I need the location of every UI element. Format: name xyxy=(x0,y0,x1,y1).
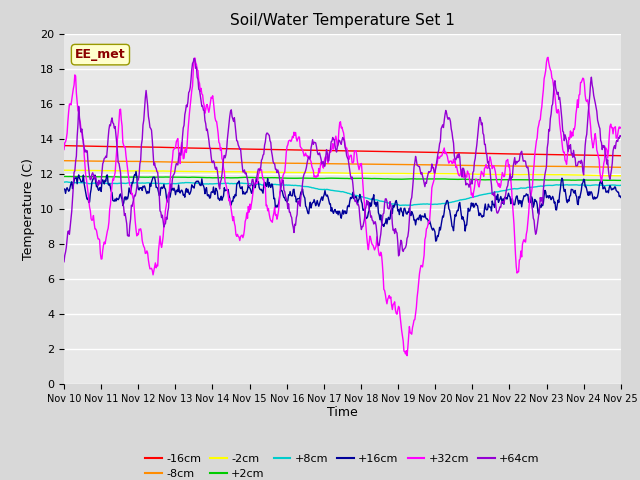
+8cm xyxy=(60,179,68,185)
+64cm xyxy=(411,160,419,166)
+32cm xyxy=(428,199,435,205)
Legend: -16cm, -8cm, -2cm, +2cm, +8cm, +16cm, +32cm, +64cm: -16cm, -8cm, -2cm, +2cm, +8cm, +16cm, +3… xyxy=(141,449,544,480)
Line: +32cm: +32cm xyxy=(64,57,621,356)
-16cm xyxy=(426,149,434,155)
+32cm xyxy=(60,147,68,153)
+2cm xyxy=(128,174,136,180)
+8cm xyxy=(128,180,136,186)
-8cm xyxy=(411,162,419,168)
+64cm xyxy=(617,133,625,139)
Line: -8cm: -8cm xyxy=(64,161,621,168)
-16cm xyxy=(70,143,78,149)
+64cm xyxy=(70,169,78,175)
+16cm xyxy=(214,196,222,202)
+8cm xyxy=(71,180,79,186)
-16cm xyxy=(184,145,192,151)
+32cm xyxy=(403,353,411,359)
-2cm xyxy=(428,171,435,177)
+64cm xyxy=(214,174,222,180)
+8cm xyxy=(214,180,222,186)
+8cm xyxy=(428,202,436,207)
-8cm xyxy=(71,158,79,164)
+8cm xyxy=(412,202,419,207)
+8cm xyxy=(617,182,625,188)
+2cm xyxy=(428,176,435,182)
Y-axis label: Temperature (C): Temperature (C) xyxy=(22,158,35,260)
+32cm xyxy=(127,192,135,197)
-16cm xyxy=(127,144,135,150)
-2cm xyxy=(71,168,79,173)
-8cm xyxy=(128,158,136,164)
Line: +64cm: +64cm xyxy=(64,59,621,262)
+8cm xyxy=(63,179,70,185)
+64cm xyxy=(184,99,192,105)
+64cm xyxy=(60,259,68,264)
+8cm xyxy=(185,180,193,185)
X-axis label: Time: Time xyxy=(327,407,358,420)
+32cm xyxy=(184,129,192,134)
+32cm xyxy=(617,124,625,130)
-8cm xyxy=(214,159,222,165)
+64cm xyxy=(428,168,435,174)
Title: Soil/Water Temperature Set 1: Soil/Water Temperature Set 1 xyxy=(230,13,455,28)
-2cm xyxy=(411,171,419,177)
Text: EE_met: EE_met xyxy=(75,48,126,61)
Line: +8cm: +8cm xyxy=(64,182,621,205)
-8cm xyxy=(185,159,193,165)
+16cm xyxy=(617,194,625,200)
+2cm xyxy=(617,178,625,183)
+16cm xyxy=(428,223,435,229)
-2cm xyxy=(617,173,625,179)
+2cm xyxy=(61,174,68,180)
+32cm xyxy=(214,124,221,130)
-8cm xyxy=(60,158,68,164)
-2cm xyxy=(60,168,68,173)
+16cm xyxy=(127,185,135,191)
Line: +16cm: +16cm xyxy=(64,171,621,241)
+32cm xyxy=(70,82,78,88)
-2cm xyxy=(612,173,620,179)
+32cm xyxy=(411,317,419,323)
+16cm xyxy=(185,190,193,195)
Line: +2cm: +2cm xyxy=(64,177,621,180)
-16cm xyxy=(60,143,68,148)
-8cm xyxy=(617,165,625,170)
-16cm xyxy=(617,153,625,158)
-8cm xyxy=(61,158,68,164)
-2cm xyxy=(61,168,68,173)
+16cm xyxy=(70,179,78,184)
+2cm xyxy=(71,174,79,180)
+2cm xyxy=(411,176,419,182)
Line: -2cm: -2cm xyxy=(64,170,621,176)
+2cm xyxy=(185,174,193,180)
+64cm xyxy=(127,203,135,208)
-8cm xyxy=(428,162,435,168)
+64cm xyxy=(190,56,198,61)
-16cm xyxy=(410,149,418,155)
+8cm xyxy=(396,203,404,208)
+16cm xyxy=(60,186,68,192)
+16cm xyxy=(432,238,440,244)
+2cm xyxy=(214,175,222,180)
+16cm xyxy=(132,168,140,174)
Line: -16cm: -16cm xyxy=(64,145,621,156)
-16cm xyxy=(214,145,221,151)
-2cm xyxy=(214,169,222,175)
-2cm xyxy=(128,168,136,174)
-2cm xyxy=(185,168,193,174)
+16cm xyxy=(411,217,419,223)
+2cm xyxy=(60,174,68,180)
+32cm xyxy=(544,54,552,60)
